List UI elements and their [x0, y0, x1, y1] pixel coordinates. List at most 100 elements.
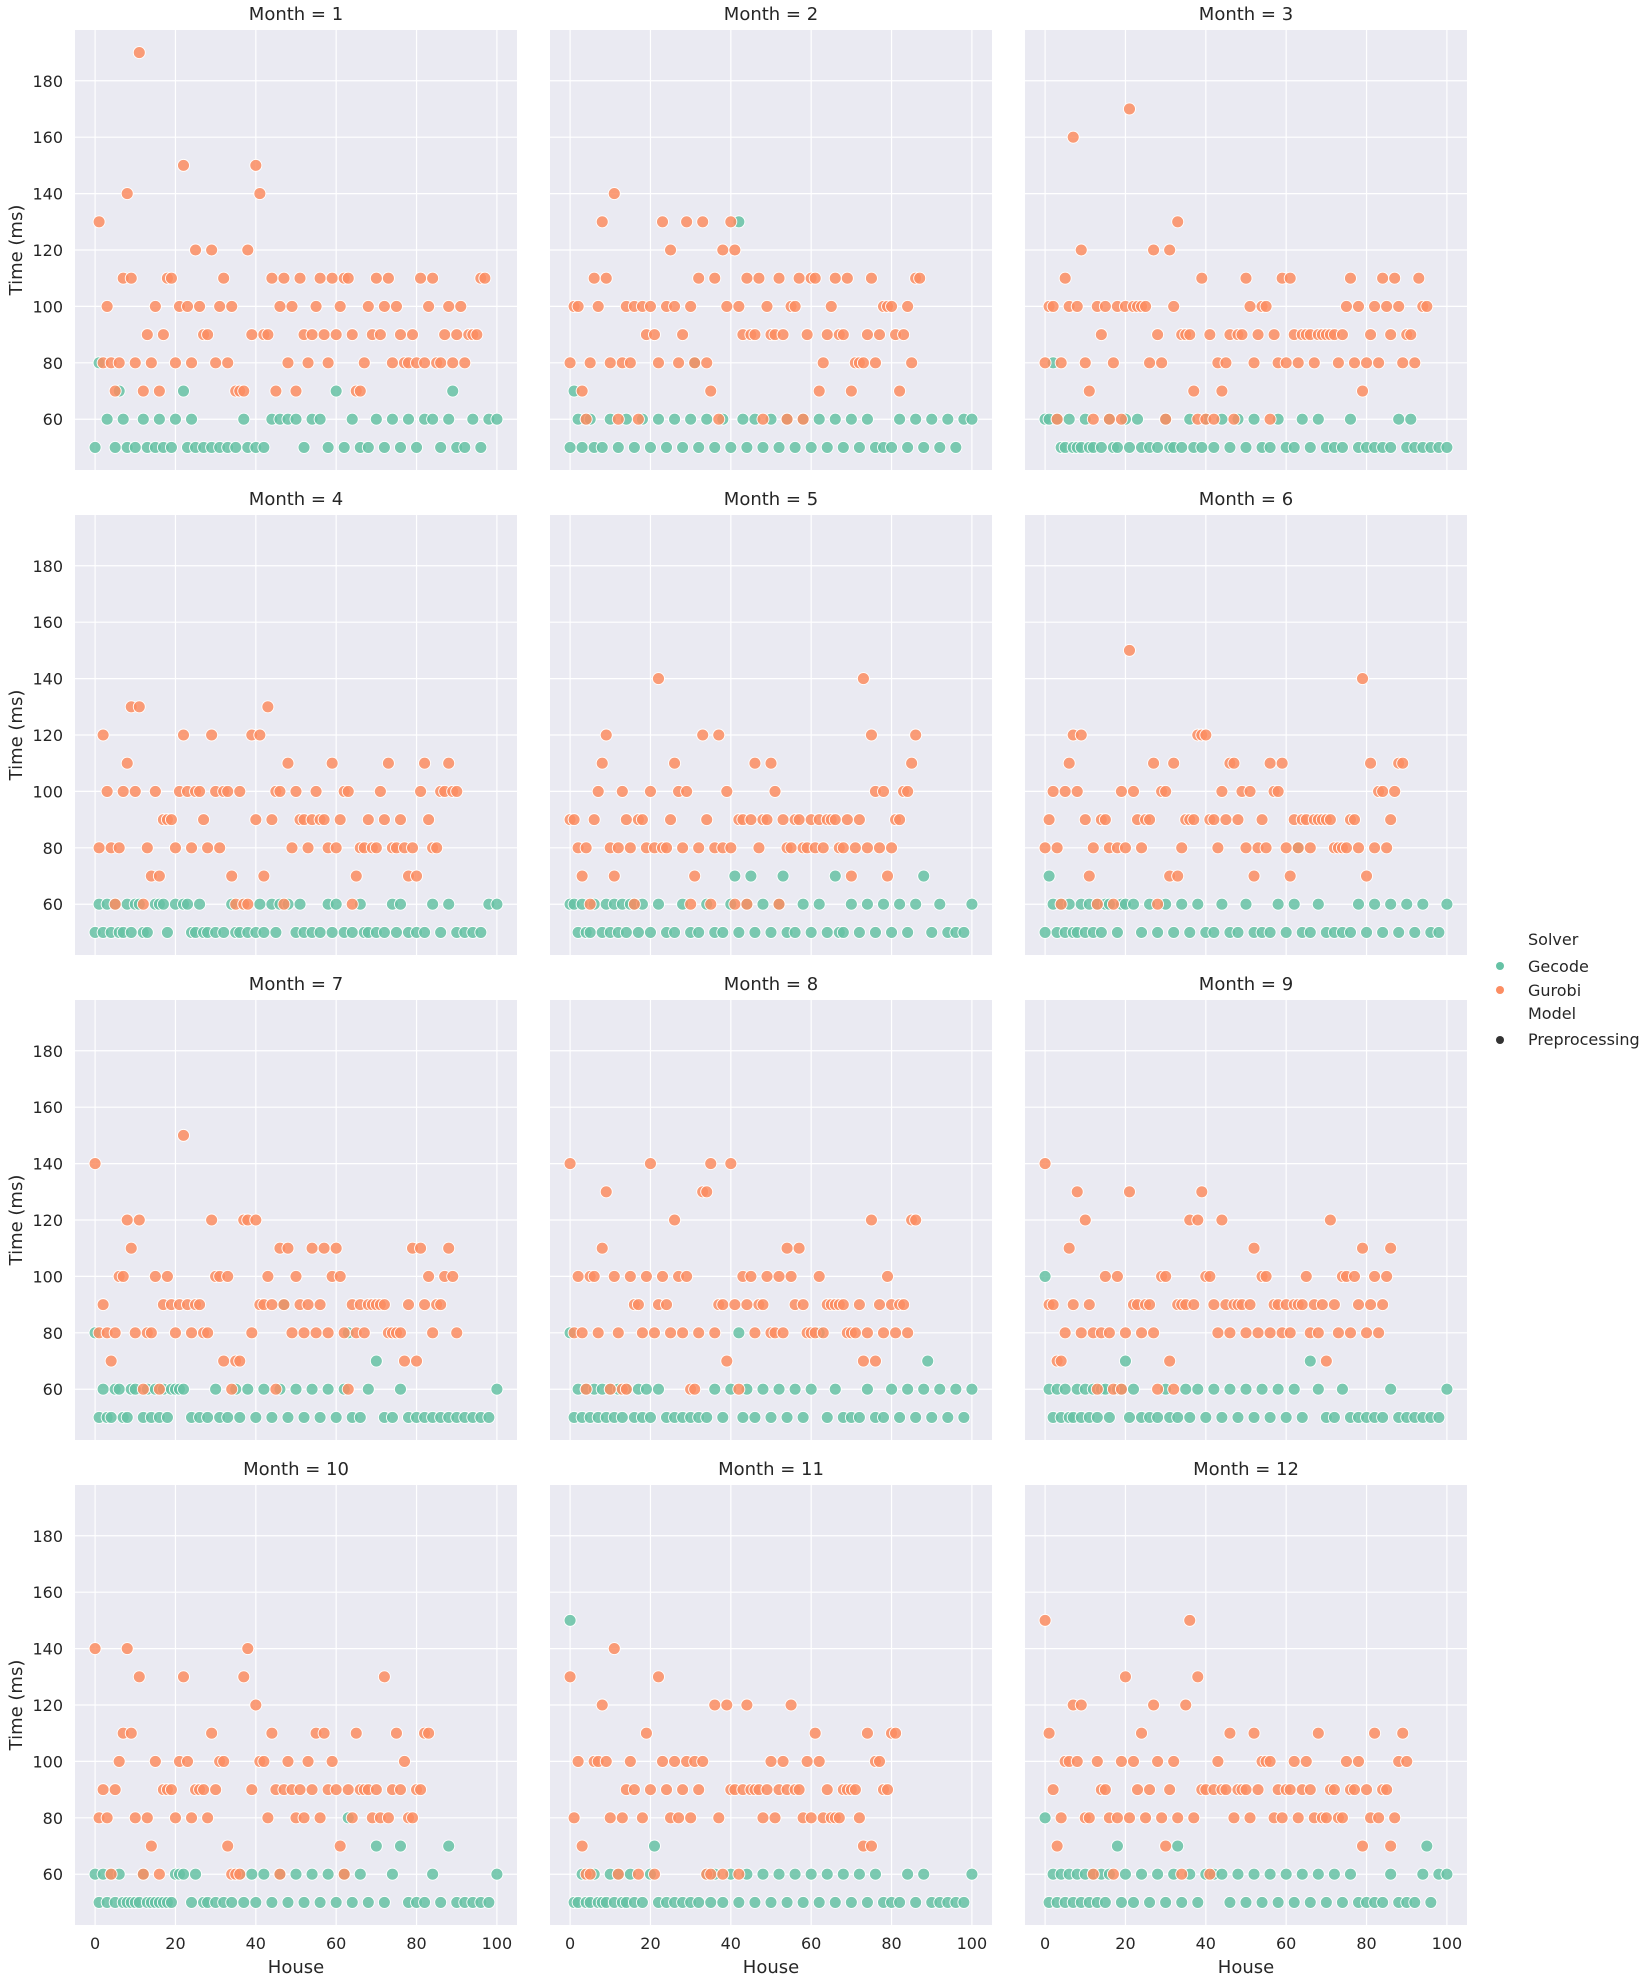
panel-title: Month = 8 — [724, 974, 818, 995]
gurobi-point — [132, 1670, 146, 1684]
gecode-point — [104, 1410, 118, 1424]
gecode-point — [1175, 897, 1189, 911]
gurobi-point — [676, 841, 690, 855]
gecode-point — [812, 412, 826, 426]
gurobi-point — [333, 813, 347, 827]
gecode-point — [1143, 1895, 1157, 1909]
gurobi-point — [1227, 412, 1241, 426]
gecode-point — [828, 412, 842, 426]
gurobi-point — [1352, 841, 1365, 855]
gurobi-point — [418, 356, 432, 370]
gecode-point — [957, 925, 971, 939]
gurobi-point — [152, 1382, 166, 1396]
gurobi-point — [732, 299, 746, 313]
gurobi-point — [889, 1326, 903, 1340]
gecode-point — [860, 412, 874, 426]
gurobi-point — [648, 328, 661, 342]
gurobi-point — [1251, 1326, 1265, 1340]
gecode-point — [426, 897, 440, 911]
gurobi-point — [369, 1783, 383, 1797]
gurobi-point — [381, 1811, 395, 1825]
y-tick-label: 100 — [32, 297, 63, 316]
gurobi-point — [1227, 1811, 1241, 1825]
gecode-point — [812, 897, 826, 911]
gurobi-point — [281, 1754, 295, 1768]
gurobi-point — [808, 1726, 822, 1740]
gurobi-point — [1283, 1326, 1297, 1340]
gecode-point — [631, 925, 645, 939]
gurobi-point — [599, 1185, 613, 1199]
gurobi-point — [209, 1783, 223, 1797]
gecode-point — [756, 1867, 770, 1881]
gecode-point — [860, 1895, 874, 1909]
gurobi-point — [201, 1326, 215, 1340]
gurobi-point — [752, 841, 766, 855]
gecode-point — [434, 1895, 448, 1909]
y-tick-label: 160 — [32, 128, 63, 147]
gurobi-point — [1054, 356, 1068, 370]
gurobi-point — [1348, 1783, 1361, 1797]
gurobi-point — [1151, 1754, 1165, 1768]
gecode-point — [1127, 1382, 1140, 1396]
gecode-point — [1335, 1895, 1349, 1909]
gurobi-point — [1163, 1354, 1177, 1368]
panel-month-9: Month = 9 — [1025, 974, 1467, 1440]
x-axis-label: House — [1218, 1957, 1274, 1978]
panel-month-11: Month = 11 0 20 40 60 80 100 House — [550, 1459, 992, 1978]
gecode-point — [1311, 897, 1325, 911]
gurobi-point — [301, 356, 315, 370]
gurobi-point — [377, 1670, 391, 1684]
gurobi-point — [273, 784, 287, 798]
gurobi-point — [1372, 1811, 1386, 1825]
gurobi-point — [893, 813, 907, 827]
gecode-point — [1271, 1895, 1285, 1909]
gecode-point — [676, 440, 690, 454]
gurobi-point — [873, 1754, 886, 1768]
gecode-point — [804, 1382, 818, 1396]
gecode-point — [1123, 1410, 1136, 1424]
gurobi-point — [1215, 1213, 1229, 1227]
gurobi-point — [341, 1783, 355, 1797]
gurobi-point — [1114, 412, 1128, 426]
gurobi-point — [704, 384, 718, 398]
gurobi-point — [1360, 356, 1373, 370]
gecode-point — [1171, 1839, 1185, 1853]
gurobi-point — [1239, 271, 1253, 285]
gurobi-point — [1271, 784, 1285, 798]
gecode-point — [1151, 440, 1165, 454]
gecode-point — [305, 1867, 319, 1881]
gurobi-point — [1219, 1783, 1233, 1797]
gecode-point — [885, 925, 898, 939]
gurobi-point — [704, 1157, 718, 1171]
y-tick-label: 120 — [32, 1211, 63, 1230]
x-tick-label: 100 — [482, 1934, 513, 1953]
gurobi-point — [245, 1326, 259, 1340]
gurobi-point — [840, 813, 854, 827]
gecode-point — [426, 412, 440, 426]
gurobi-point — [1404, 328, 1418, 342]
gurobi-point — [1147, 756, 1161, 770]
gurobi-point — [341, 784, 355, 798]
gurobi-point — [233, 1867, 247, 1881]
gecode-point — [369, 1354, 383, 1368]
gurobi-point — [1211, 1754, 1225, 1768]
gecode-point — [1432, 1410, 1446, 1424]
gurobi-point — [357, 356, 371, 370]
gurobi-point — [317, 1726, 331, 1740]
gurobi-point — [1384, 1839, 1398, 1853]
gurobi-point — [1335, 1811, 1349, 1825]
gurobi-point — [816, 1326, 830, 1340]
gurobi-point — [897, 1298, 911, 1312]
gecode-point — [1171, 1410, 1185, 1424]
gurobi-point — [708, 1698, 722, 1712]
panel-month-1: Month = 1 60 80 100 120 140 160 180 Time (ms) — [6, 4, 517, 470]
gecode-point — [820, 440, 834, 454]
gecode-point — [361, 1382, 375, 1396]
y-tick-label: 120 — [32, 1696, 63, 1715]
gurobi-point — [450, 784, 464, 798]
gurobi-point — [281, 756, 295, 770]
gurobi-point — [1163, 1783, 1177, 1797]
gurobi-point — [120, 1213, 134, 1227]
gecode-point — [788, 1867, 802, 1881]
